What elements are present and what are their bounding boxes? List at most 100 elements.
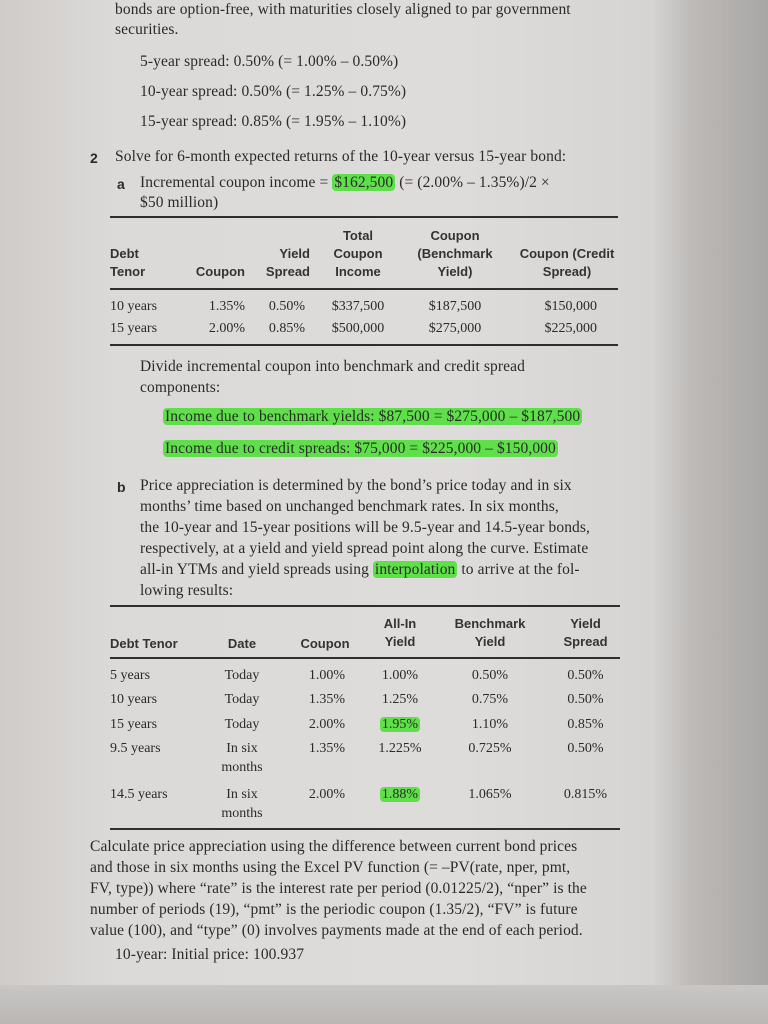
table-cell: 1.10% bbox=[471, 717, 509, 732]
highlighted-line: Income due to benchmark yields: $87,500 … bbox=[163, 408, 583, 426]
table-cell: $225,000 bbox=[544, 321, 598, 336]
table-cell: 1.35% bbox=[208, 299, 245, 314]
highlight: interpolation bbox=[372, 561, 458, 578]
table-cell: 15 years bbox=[110, 717, 158, 732]
table-cell: 0.85% bbox=[567, 717, 604, 732]
paragraph-line: FV, type)) where “rate” is the interest … bbox=[90, 880, 587, 897]
highlight: Income due to benchmark yields: $87,500 … bbox=[163, 408, 583, 425]
col-header: Yield Spread bbox=[265, 246, 310, 279]
paragraph-line: respectively, at a yield and yield sprea… bbox=[140, 540, 589, 557]
table-cell: 1.25% bbox=[381, 692, 419, 707]
table-cell: In six bbox=[226, 741, 258, 756]
table-cell: 0.815% bbox=[563, 787, 608, 802]
paragraph-line: value (100), and “type” (0) involves pay… bbox=[90, 922, 583, 939]
col-header: Coupon bbox=[300, 636, 350, 651]
col-header: Benchmark Yield bbox=[454, 616, 526, 649]
highlight: 1.95% bbox=[379, 717, 421, 732]
table-cell: $500,000 bbox=[331, 321, 385, 336]
table-cell: $187,500 bbox=[428, 299, 482, 314]
table-cell: 15 years bbox=[110, 321, 158, 336]
text: (= (2.00% – 1.35%)/2 × bbox=[395, 174, 550, 191]
table-cell: 2.00% bbox=[208, 321, 245, 336]
intro-line: securities. bbox=[115, 21, 179, 38]
col-header: Yield Spread bbox=[563, 616, 608, 649]
highlight: Income due to credit spreads: $75,000 = … bbox=[163, 440, 558, 457]
item-text: Solve for 6-month expected returns of th… bbox=[115, 148, 567, 165]
paragraph-line: number of periods (19), “pmt” is the per… bbox=[90, 901, 578, 918]
table-cell: 0.85% bbox=[268, 321, 305, 336]
table-cell: 2.00% bbox=[308, 717, 345, 732]
highlight: 1.88% bbox=[379, 787, 421, 802]
subitem-a: Incremental coupon income = $162,500 (= … bbox=[140, 174, 550, 192]
table-rule bbox=[110, 216, 618, 218]
intro-line: bonds are option-free, with maturities c… bbox=[115, 1, 571, 18]
table-cell: 0.75% bbox=[471, 692, 509, 707]
table-cell: months bbox=[221, 806, 263, 821]
table-cell: 5 years bbox=[110, 668, 151, 683]
table-cell: 1.35% bbox=[308, 741, 345, 756]
table-cell: 1.95% bbox=[365, 717, 435, 733]
table-cell: 0.50% bbox=[567, 668, 604, 683]
paragraph-line: the 10-year and 15-year positions will b… bbox=[140, 519, 591, 536]
table-cell: 9.5 years bbox=[110, 741, 161, 756]
paragraph-line: Price appreciation is determined by the … bbox=[140, 477, 572, 494]
col-header: Debt Tenor bbox=[110, 636, 178, 651]
table-cell: 0.725% bbox=[468, 741, 512, 756]
text: Incremental coupon income = bbox=[140, 174, 333, 191]
table-cell: 1.225% bbox=[378, 741, 422, 756]
table-cell: 1.88% bbox=[365, 787, 435, 803]
table-cell: 14.5 years bbox=[110, 787, 168, 802]
table-cell: 1.35% bbox=[308, 692, 345, 707]
table-rule bbox=[110, 828, 620, 830]
table-cell: $275,000 bbox=[428, 321, 482, 336]
table-cell: 1.00% bbox=[308, 668, 345, 683]
table-cell: Today bbox=[224, 668, 260, 683]
text: all-in YTMs and yield spreads using bbox=[140, 561, 373, 578]
paragraph-line: components: bbox=[140, 379, 221, 396]
col-header: Date bbox=[227, 636, 257, 651]
table-cell: $337,500 bbox=[331, 299, 385, 314]
highlighted-line: Income due to credit spreads: $75,000 = … bbox=[163, 440, 558, 458]
table-cell: In six bbox=[226, 787, 258, 802]
table-rule bbox=[110, 288, 618, 290]
item-number: 2 bbox=[90, 150, 98, 166]
table-cell: Today bbox=[224, 692, 260, 707]
table-cell: 10 years bbox=[110, 692, 158, 707]
page-shadow bbox=[0, 985, 768, 1024]
paragraph-line: Calculate price appreciation using the d… bbox=[90, 838, 578, 855]
table-cell: $150,000 bbox=[544, 299, 598, 314]
table-rule bbox=[110, 657, 620, 659]
table-rule bbox=[110, 344, 618, 346]
table-cell: 2.00% bbox=[308, 787, 345, 802]
table-cell: 0.50% bbox=[268, 299, 305, 314]
col-header: Total Coupon Income bbox=[333, 228, 383, 279]
table-cell: 0.50% bbox=[567, 741, 604, 756]
highlight: $162,500 bbox=[332, 174, 396, 191]
paragraph-line: months’ time based on unchanged benchmar… bbox=[140, 498, 559, 515]
table-rule bbox=[110, 605, 620, 607]
paragraph-line: Divide incremental coupon into benchmark… bbox=[140, 358, 525, 375]
table-cell: 1.00% bbox=[381, 668, 419, 683]
col-header: Coupon bbox=[195, 264, 245, 279]
table-cell: months bbox=[221, 760, 263, 775]
subitem-label: a bbox=[117, 176, 125, 192]
table-cell: 1.065% bbox=[468, 787, 512, 802]
table-cell: 0.50% bbox=[567, 692, 604, 707]
col-header: Coupon (Credit Spread) bbox=[519, 246, 615, 279]
col-header: All-In Yield bbox=[383, 616, 417, 649]
paragraph-line: all-in YTMs and yield spreads using inte… bbox=[140, 561, 580, 579]
spread-line: 10-year spread: 0.50% (= 1.25% – 0.75%) bbox=[140, 83, 407, 100]
paragraph-line: and those in six months using the Excel … bbox=[90, 859, 571, 876]
text: to arrive at the fol- bbox=[457, 561, 580, 578]
col-header: Debt Tenor bbox=[110, 246, 146, 279]
table-cell: 10 years bbox=[110, 299, 158, 314]
col-header: Coupon (Benchmark Yield) bbox=[417, 228, 493, 279]
spread-line: 5-year spread: 0.50% (= 1.00% – 0.50%) bbox=[140, 53, 399, 70]
spread-line: 15-year spread: 0.85% (= 1.95% – 1.10%) bbox=[140, 113, 407, 130]
subitem-a-line2: $50 million) bbox=[140, 194, 219, 211]
initial-price: 10-year: Initial price: 100.937 bbox=[115, 946, 305, 963]
table-cell: 0.50% bbox=[471, 668, 509, 683]
paragraph-line: lowing results: bbox=[140, 582, 234, 599]
subitem-label: b bbox=[117, 479, 126, 495]
table-cell: Today bbox=[224, 717, 260, 732]
